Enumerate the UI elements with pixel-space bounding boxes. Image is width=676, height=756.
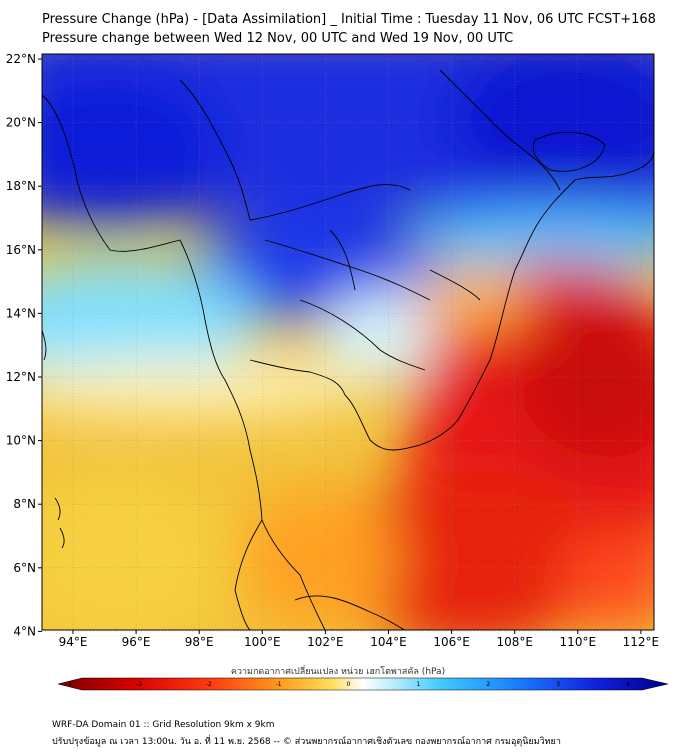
- model-info: WRF-DA Domain 01 :: Grid Resolution 9km …: [52, 720, 275, 730]
- map-frame: [41, 53, 655, 631]
- lon-label: 102°E: [307, 635, 344, 649]
- update-credit: ปรับปรุงข้อมูล ณ เวลา 13:00น. วัน อ. ที่…: [52, 737, 561, 747]
- lon-label: 94°E: [59, 635, 88, 649]
- colorbar-tick-label: 4: [626, 681, 630, 688]
- colorbar-title: ความกดอากาศเปลี่ยนแปลง หน่วย เฮกโตพาสคัล…: [230, 667, 446, 677]
- longitude-axis: 94°E 96°E 98°E 100°E 102°E 104°E 106°E 108°E 110…: [59, 54, 660, 649]
- colorbar-tick-label: 0: [347, 681, 351, 688]
- lat-label: 8°N: [13, 497, 36, 511]
- lon-label: 110°E: [560, 635, 597, 649]
- colorbar-tick-label: -4: [66, 681, 72, 688]
- lat-label: 12°N: [6, 370, 36, 384]
- lat-label: 20°N: [6, 116, 36, 130]
- lat-label: 14°N: [6, 306, 36, 320]
- latitude-axis: 22°N 20°N 18°N 16°N 14°N 12°N 10°N 8°N 6°N 4°N: [6, 52, 654, 638]
- lon-label: 104°E: [370, 635, 407, 649]
- colorbar-tick-label: -1: [276, 681, 282, 688]
- lat-label: 6°N: [13, 561, 36, 575]
- lon-label: 96°E: [122, 635, 151, 649]
- colorbar: -4 -3 -2 -1 0 1 2 3 4: [57, 677, 669, 691]
- pressure-change-map: 22°N 20°N 18°N 16°N 14°N 12°N 10°N 8°N 6°N 4°N 94…: [6, 52, 660, 649]
- lon-label: 106°E: [433, 635, 470, 649]
- pressure-field: [42, 54, 654, 630]
- lat-label: 16°N: [6, 243, 36, 257]
- lat-label: 4°N: [13, 624, 36, 638]
- lon-label: 112°E: [623, 635, 660, 649]
- lat-label: 10°N: [6, 434, 36, 448]
- lat-label: 18°N: [6, 179, 36, 193]
- colorbar-gradient: [57, 677, 669, 691]
- map-subtitle: Pressure change between Wed 12 Nov, 00 U…: [42, 31, 514, 46]
- lon-label: 98°E: [185, 635, 214, 649]
- lat-label: 22°N: [6, 52, 36, 66]
- colorbar-tick-label: -3: [136, 681, 142, 688]
- colorbar-tick-label: -2: [206, 681, 212, 688]
- colorbar-tick-label: 3: [556, 681, 560, 688]
- colorbar-tick-label: 2: [486, 681, 490, 688]
- lon-label: 100°E: [244, 635, 281, 649]
- colorbar-tick-label: 1: [416, 681, 420, 688]
- lon-label: 108°E: [496, 635, 533, 649]
- map-title: Pressure Change (hPa) - [Data Assimilati…: [42, 12, 656, 27]
- coastlines: [42, 69, 654, 630]
